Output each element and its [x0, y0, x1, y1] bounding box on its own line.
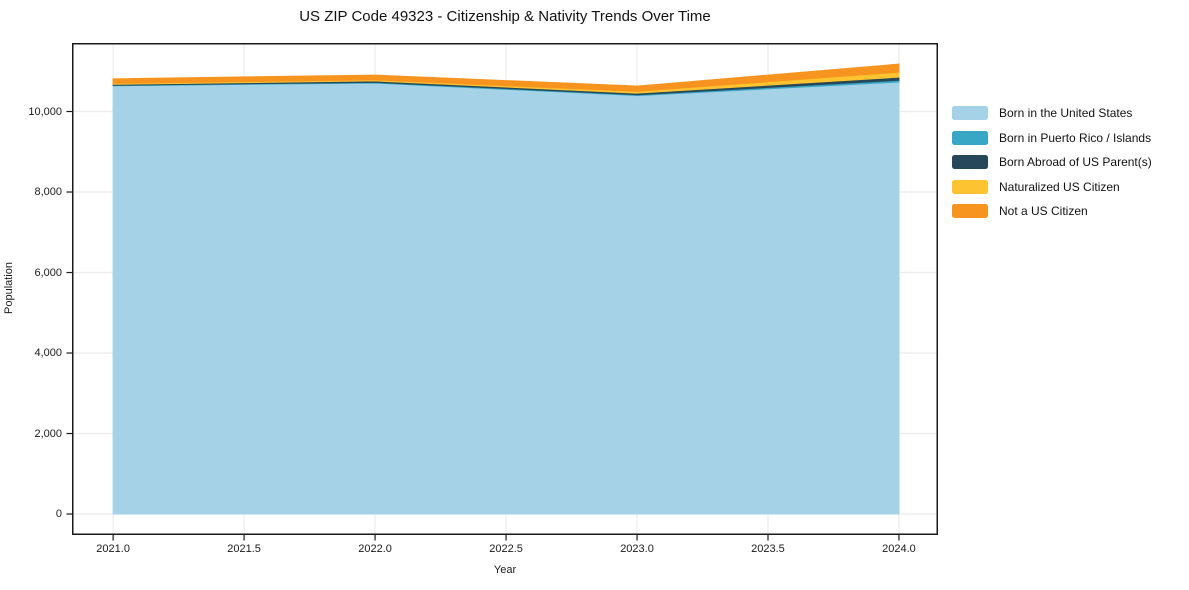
y-tick-label: 8,000 [34, 186, 62, 198]
y-tick-label: 6,000 [34, 266, 62, 279]
x-tick-label: 2023.5 [751, 543, 785, 555]
legend-swatch [952, 179, 988, 194]
y-tick-label: 2,000 [34, 427, 62, 440]
x-tick-label: 2022.0 [358, 543, 392, 555]
legend-item-born-abroad-of-us-parent-s: Born Abroad of US Parent(s) [952, 155, 1152, 169]
x-tick-label: 2023.0 [620, 543, 654, 555]
legend-swatch [952, 204, 988, 218]
plot-area [66, 43, 938, 541]
legend-swatch [952, 130, 988, 145]
y-tick-label: 0 [55, 508, 62, 521]
y-tick-label: 4,000 [34, 347, 62, 360]
x-axis-label: Year [493, 564, 517, 576]
legend-label: Not a US Citizen [999, 204, 1088, 218]
area-not-a-us-citizen [112, 63, 900, 92]
legend-item-born-in-the-united-states: Born in the United States [952, 106, 1152, 120]
legend-label: Born Abroad of US Parent(s) [999, 155, 1152, 169]
legend-item-not-a-us-citizen: Not a US Citizen [952, 204, 1152, 218]
legend-swatch [952, 155, 988, 169]
x-tick-label: 2021.5 [227, 543, 261, 555]
legend-item-born-in-puerto-rico-islands: Born in Puerto Rico / Islands [952, 130, 1152, 145]
x-tick-label: 2021.0 [96, 543, 130, 555]
chart-title: US ZIP Code 49323 - Citizenship & Nativi… [299, 8, 711, 25]
area-born-in-the-united-states [112, 81, 900, 515]
plot-border [72, 43, 938, 535]
x-tick-label: 2024.0 [882, 543, 916, 555]
y-axis-label: Population [3, 262, 15, 314]
legend-swatch [952, 106, 988, 120]
legend-label: Naturalized US Citizen [999, 179, 1120, 194]
legend: Born in the United States Born in Puerto … [952, 106, 1152, 229]
legend-label: Born in Puerto Rico / Islands [999, 130, 1152, 145]
legend-item-naturalized-us-citizen: Naturalized US Citizen [952, 179, 1152, 194]
x-tick-label: 2022.5 [489, 543, 523, 555]
legend-label: Born in the United States [999, 106, 1133, 120]
y-tick-label: 10,000 [28, 105, 62, 118]
